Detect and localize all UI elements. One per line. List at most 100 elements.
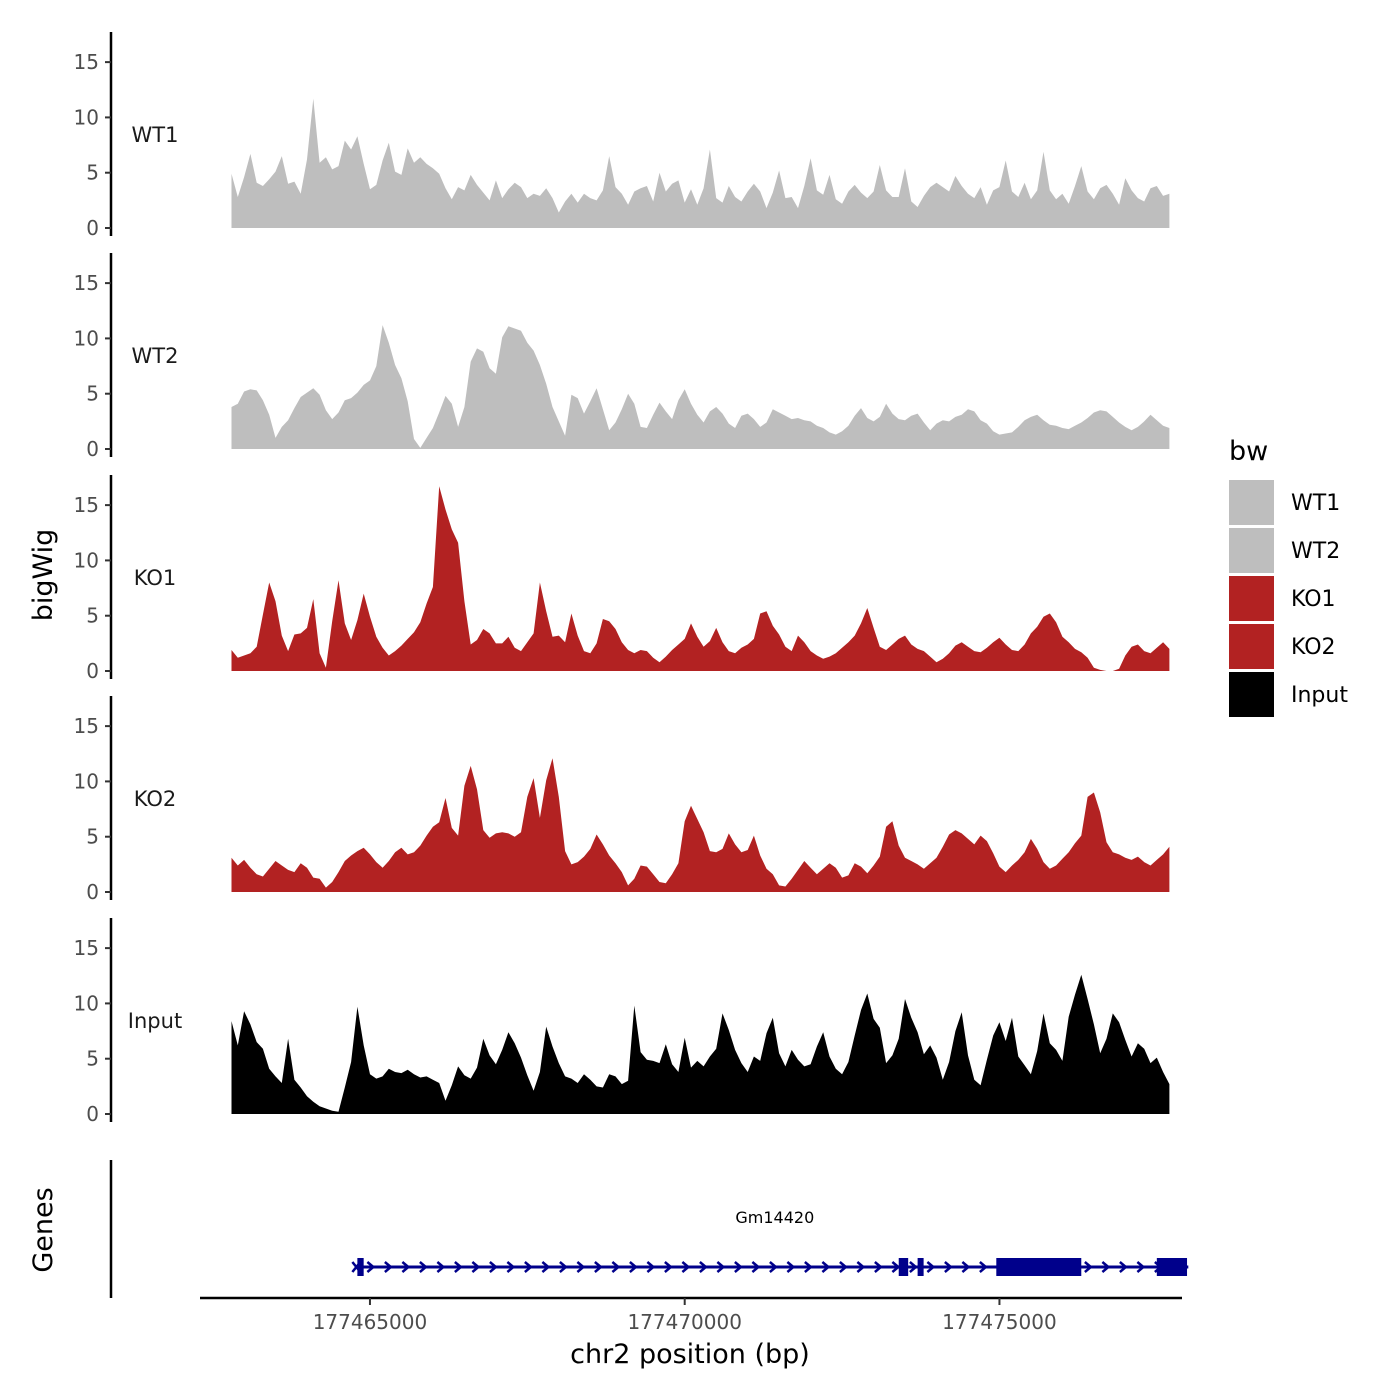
coverage-area-KO1: [231, 486, 1170, 671]
track-label-Input: Input: [128, 1009, 182, 1033]
legend-key-KO2: [1229, 624, 1274, 669]
tracks-layer: 0 5 10 15 WT1 0 5 10 15 WT2 0 5 10 15 KO1 0 5 10 15 KO2 0 5 10…: [74, 32, 1170, 1126]
gene-strand-arrow: [786, 1261, 796, 1273]
y-tick-label: 10: [74, 326, 99, 350]
gene-exon: [357, 1258, 364, 1276]
y-tick-label: 10: [74, 548, 99, 572]
legend-key-KO1: [1229, 576, 1274, 621]
gene-exon: [917, 1258, 924, 1276]
legend-label-Input: Input: [1291, 683, 1348, 708]
coverage-area-WT1: [231, 98, 1170, 228]
coverage-area-Input: [231, 974, 1170, 1114]
legend-label-WT1: WT1: [1291, 491, 1340, 516]
gene-strand-arrow: [926, 1261, 936, 1273]
gene-strand-arrow: [699, 1261, 708, 1273]
gene-strand-arrow: [611, 1261, 621, 1273]
gene-strand-arrow: [1101, 1261, 1111, 1273]
track-KO1: 0 5 10 15 KO1: [74, 475, 1170, 683]
legend-key-WT2: [1229, 528, 1274, 573]
gene-strand-arrow: [874, 1261, 883, 1273]
gene-strand-arrow: [681, 1261, 691, 1273]
y-tick-label: 0: [86, 880, 99, 904]
legend-label-KO1: KO1: [1291, 587, 1336, 612]
y-tick-label: 0: [86, 659, 99, 683]
gene-strand-arrow: [1084, 1261, 1093, 1273]
genes-axis-title: Genes: [28, 1187, 59, 1272]
gene-strand-arrow: [489, 1261, 498, 1273]
coverage-area-WT2: [231, 325, 1170, 449]
gene-strand-arrow: [944, 1261, 953, 1273]
gene-exon: [1156, 1258, 1188, 1276]
gene-strand-arrow: [524, 1261, 533, 1273]
gene-strand-arrow: [576, 1261, 586, 1273]
gene-strand-arrow: [821, 1261, 831, 1273]
y-tick-label: 5: [86, 382, 99, 406]
legend-title: bw: [1229, 436, 1268, 467]
gene-strand-arrow: [891, 1261, 901, 1273]
gene-strand-arrow: [419, 1261, 428, 1273]
gene-exon: [898, 1258, 909, 1276]
gene-strand-arrow: [751, 1261, 761, 1273]
y-tick-label: 10: [74, 769, 99, 793]
gene-strand-arrow: [961, 1261, 971, 1273]
gene-strand-arrow: [594, 1261, 603, 1273]
track-label-KO1: KO1: [134, 566, 177, 590]
gene-strand-arrow: [401, 1261, 411, 1273]
gene-strand-arrow: [471, 1261, 481, 1273]
gene-exon: [996, 1258, 1082, 1276]
x-tick-label: 177465000: [313, 1310, 428, 1334]
gene-strand-arrow: [454, 1261, 463, 1273]
track-label-WT1: WT1: [132, 123, 179, 147]
legend-key-WT1: [1229, 480, 1274, 525]
genes-layer: Gm14420: [109, 1160, 1189, 1298]
gene-strand-arrow: [734, 1261, 743, 1273]
gene-strand-arrow: [839, 1261, 848, 1273]
track-WT1: 0 5 10 15 WT1: [74, 32, 1170, 240]
coverage-area-KO2: [231, 758, 1170, 892]
y-tick-label: 10: [74, 991, 99, 1015]
y-tick-label: 15: [74, 271, 99, 295]
y-tick-label: 5: [86, 161, 99, 185]
gene-strand-arrow: [541, 1261, 551, 1273]
gene-strand-arrow: [856, 1261, 866, 1273]
y-tick-label: 15: [74, 936, 99, 960]
y-tick-label: 15: [74, 714, 99, 738]
y-tick-label: 15: [74, 50, 99, 74]
x-axis: 177465000 177470000 177475000: [200, 1296, 1182, 1334]
gene-strand-arrow: [646, 1261, 656, 1273]
y-tick-label: 10: [74, 105, 99, 129]
x-axis-title: chr2 position (bp): [570, 1339, 810, 1370]
legend-label-WT2: WT2: [1291, 539, 1340, 564]
y-tick-label: 5: [86, 1047, 99, 1071]
gene-strand-arrow: [629, 1261, 638, 1273]
y-tick-label: 5: [86, 825, 99, 849]
gene-strand-arrow: [559, 1261, 568, 1273]
x-tick-label: 177475000: [942, 1310, 1057, 1334]
y-tick-label: 5: [86, 604, 99, 628]
legend-label-KO2: KO2: [1291, 635, 1336, 660]
track-label-KO2: KO2: [134, 787, 177, 811]
track-KO2: 0 5 10 15 KO2: [74, 696, 1170, 904]
gene-name-label: Gm14420: [735, 1208, 814, 1227]
gene-strand-arrow: [979, 1261, 988, 1273]
gene-strand-arrow: [664, 1261, 673, 1273]
legend-key-Input: [1229, 672, 1274, 717]
gene-strand-arrow: [436, 1261, 446, 1273]
gene-strand-arrow: [909, 1261, 918, 1273]
gene-strand-arrow: [716, 1261, 726, 1273]
gene-strand-arrow: [384, 1261, 393, 1273]
gene-strand-arrow: [366, 1261, 376, 1273]
gene-strand-arrow: [1119, 1261, 1128, 1273]
y-tick-label: 0: [86, 216, 99, 240]
legend: bw WT1 WT2 KO1 KO2 Input: [1229, 436, 1348, 717]
y-axis-title: bigWig: [28, 529, 59, 622]
gene-strand-arrow: [804, 1261, 813, 1273]
track-label-WT2: WT2: [132, 344, 179, 368]
y-tick-label: 0: [86, 1102, 99, 1126]
gene-strand-arrow: [769, 1261, 778, 1273]
gene-strand-arrow: [506, 1261, 516, 1273]
x-tick-label: 177470000: [627, 1310, 742, 1334]
track-Input: 0 5 10 15 Input: [74, 918, 1170, 1126]
y-tick-label: 15: [74, 493, 99, 517]
